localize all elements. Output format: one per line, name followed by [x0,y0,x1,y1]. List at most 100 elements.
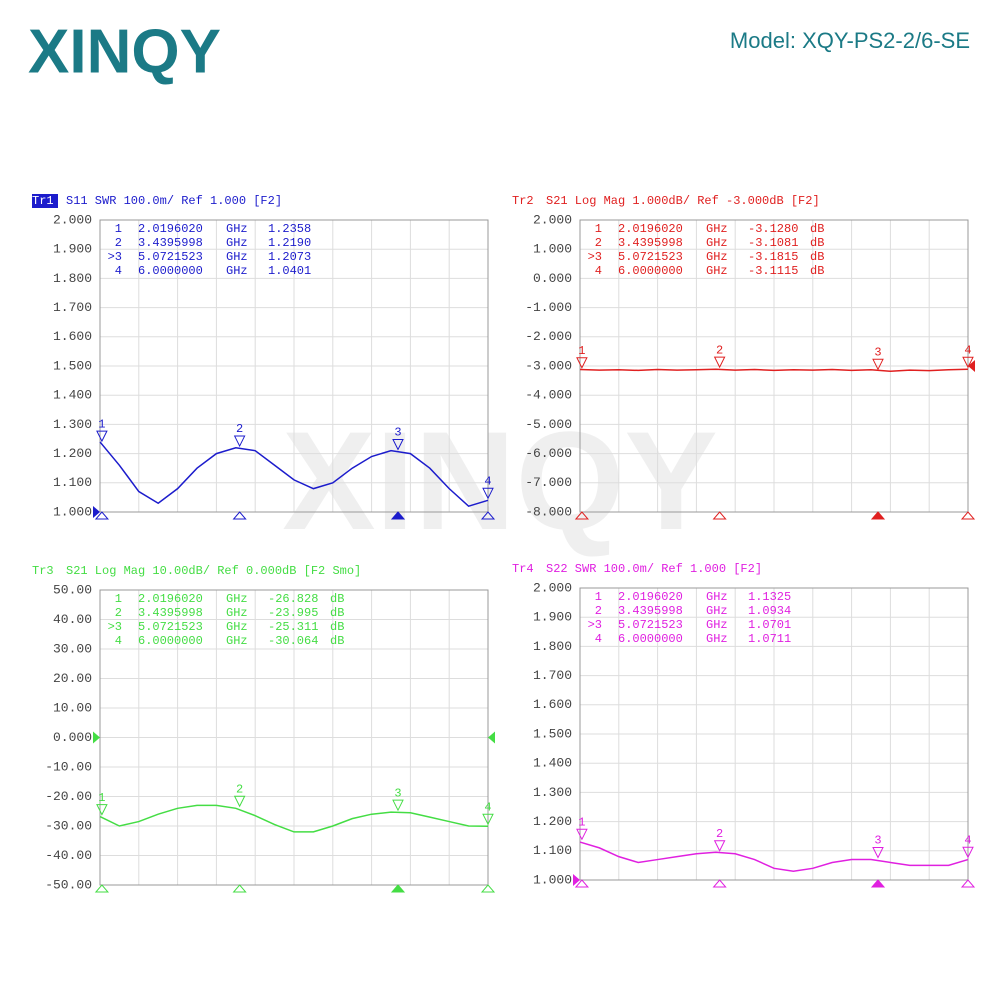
y-tick-label: 1.500 [533,726,572,741]
marker-label: 1 [98,417,105,431]
y-tick-label: 1.700 [53,300,92,315]
marker-row-label: 1 [115,592,122,606]
marker-triangle [482,487,494,500]
marker-axis-triangle [870,879,886,888]
marker-triangle [962,356,974,369]
marker-axis-triangle [960,879,976,888]
marker-value: 1.2073 [268,250,311,264]
marker-unit: GHz [226,606,248,620]
y-tick-label: 50.00 [53,582,92,597]
trace-label: Tr4 [512,562,534,576]
marker-value: 1.0701 [748,618,791,632]
marker-triangle [233,795,246,808]
ref-arrow [968,360,975,372]
marker-axis-triangle [480,884,496,893]
marker-axis-triangle [870,511,886,520]
marker-value-unit: dB [810,264,824,278]
marker-row-label: >3 [588,618,602,632]
marker-value-unit: dB [330,620,344,634]
marker-triangle [233,435,246,448]
marker-row-label: 2 [595,236,602,250]
y-tick-label: 1.000 [533,242,572,257]
trace-line [579,841,969,872]
marker-label: 4 [964,343,971,357]
ref-arrow [93,731,100,744]
chart-title: S22 SWR 100.0m/ Ref 1.000 [F2] [546,562,762,576]
y-tick-label: 20.00 [53,671,92,686]
marker-value: -3.1815 [748,250,798,264]
y-tick-label: 1.000 [533,872,572,887]
marker-triangle [713,356,726,369]
marker-unit: GHz [706,236,728,250]
marker-label: 2 [236,782,243,796]
marker-label: 4 [964,833,971,847]
marker-value: -3.1115 [748,264,798,278]
y-tick-label: 1.900 [533,610,572,625]
marker-unit: GHz [706,222,728,236]
marker-freq: 3.4395998 [618,604,683,618]
marker-triangle [96,804,108,816]
y-tick-label: 1.200 [533,814,572,829]
marker-triangle [392,438,404,451]
marker-unit: GHz [226,236,248,250]
marker-value: 1.0711 [748,632,791,646]
marker-axis-triangle [94,884,109,893]
marker-row-label: >3 [588,250,602,264]
model: Model: XQY-PS2-2/6-SE [730,28,970,53]
marker-axis-triangle [390,884,406,893]
marker-triangle [962,846,974,859]
marker-label: 3 [394,786,401,800]
y-tick-label: 0.000 [533,271,572,286]
ref-arrow [488,731,495,744]
marker-label: 2 [236,422,243,436]
marker-label: 3 [394,426,401,440]
marker-label: 2 [716,827,723,841]
marker-axis-triangle [232,511,247,520]
marker-label: 3 [874,834,881,848]
marker-row-label: 1 [595,590,602,604]
marker-unit: GHz [226,250,248,264]
marker-label: 1 [578,344,585,358]
y-tick-label: 1.000 [53,504,92,519]
marker-freq: 6.0000000 [618,264,683,278]
marker-row-label: 4 [115,634,122,648]
marker-unit: GHz [226,264,248,278]
marker-axis-triangle [712,511,727,520]
marker-label: 1 [578,815,585,829]
marker-label: 4 [484,474,491,488]
marker-axis-triangle [574,511,589,520]
y-tick-label: 1.600 [533,697,572,712]
y-tick-label: -7.000 [525,475,572,490]
marker-value: -23.995 [268,606,318,620]
marker-row-label: 2 [115,606,122,620]
marker-row-label: 2 [595,604,602,618]
marker-value: -25.311 [268,620,318,634]
y-tick-label: -8.000 [525,504,572,519]
marker-freq: 2.0196020 [618,222,683,236]
y-tick-label: -30.00 [45,818,92,833]
chart-title: S21 Log Mag 10.00dB/ Ref 0.000dB [F2 Smo… [66,564,361,578]
logo: XINQY [28,17,221,86]
marker-unit: GHz [226,592,248,606]
marker-freq: 5.0721523 [618,618,683,632]
y-tick-label: -6.000 [525,446,572,461]
y-tick-label: 1.500 [53,358,92,373]
marker-label: 3 [874,345,881,359]
y-tick-label: 1.400 [533,756,572,771]
marker-axis-triangle [232,884,247,893]
marker-value: -30.064 [268,634,318,648]
marker-label: 1 [98,791,105,805]
y-tick-label: 10.00 [53,700,92,715]
marker-axis-triangle [712,879,727,888]
marker-value-unit: dB [330,592,344,606]
trace-line [99,441,489,508]
y-tick-label: 1.300 [53,417,92,432]
y-tick-label: 1.600 [53,329,92,344]
y-tick-label: -50.00 [45,877,92,892]
y-tick-label: -3.000 [525,358,572,373]
marker-axis-triangle [94,511,109,520]
marker-triangle [872,847,884,859]
chart-title: S11 SWR 100.0m/ Ref 1.000 [F2] [66,194,282,208]
marker-row-label: 4 [115,264,122,278]
marker-value: 1.0401 [268,264,311,278]
